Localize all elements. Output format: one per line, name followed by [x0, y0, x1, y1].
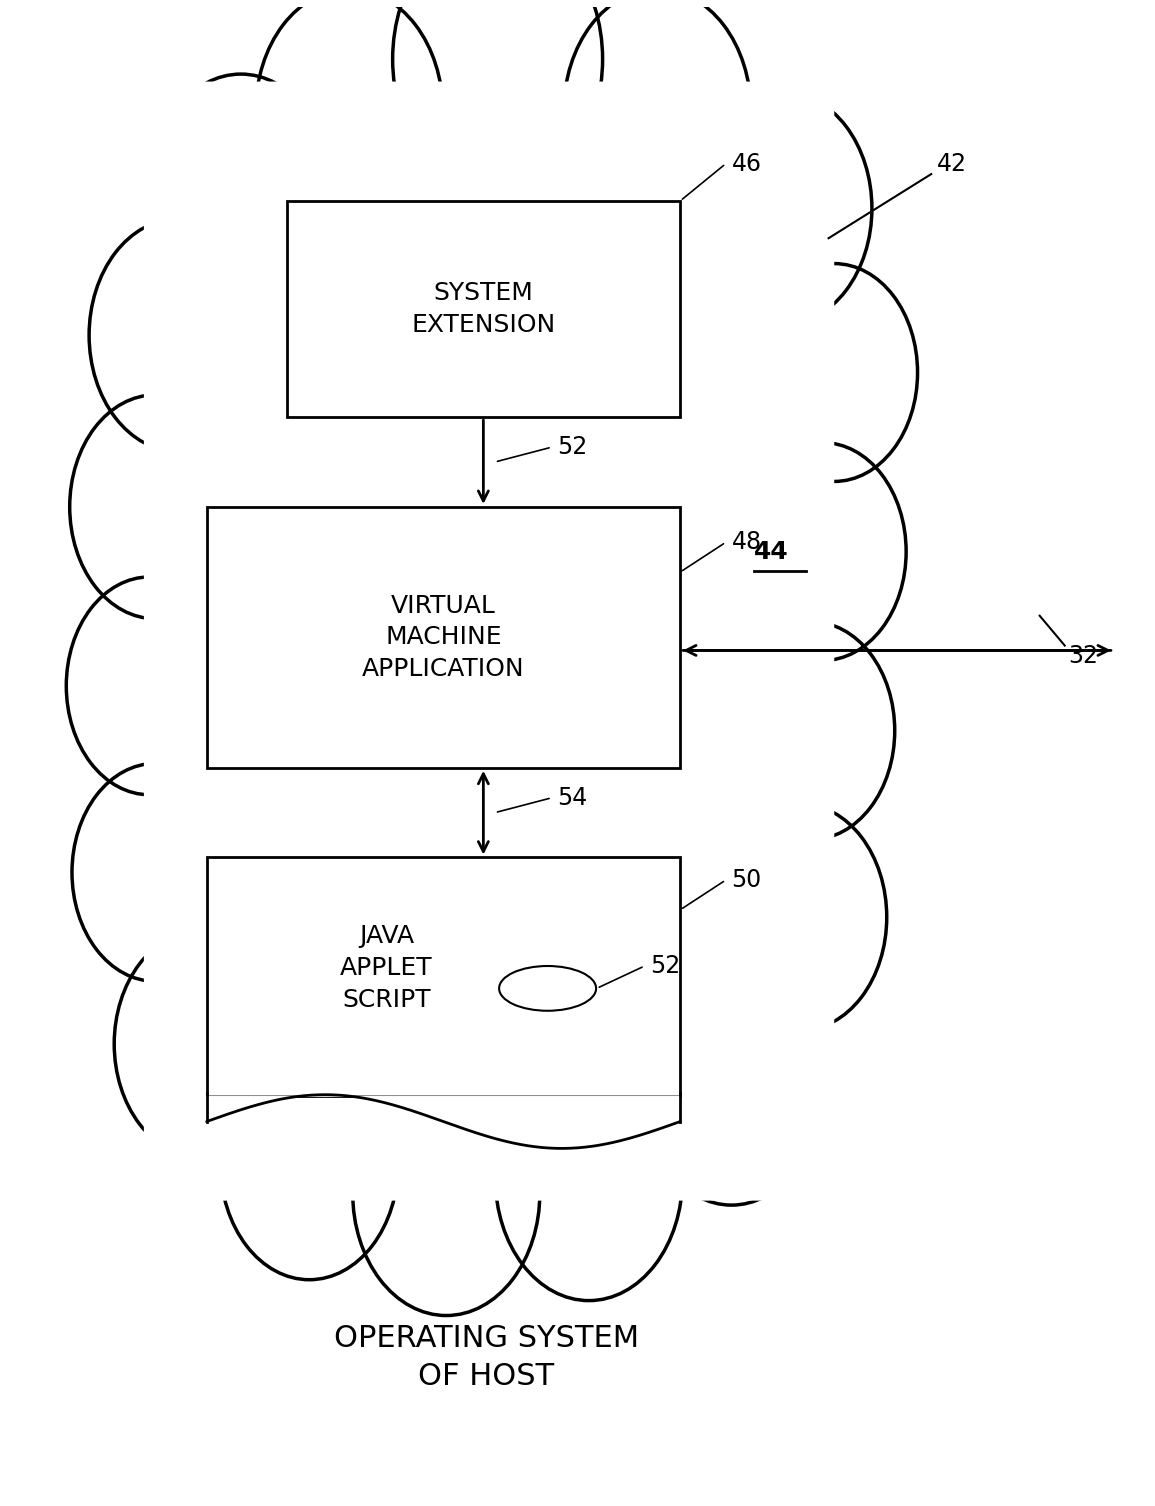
Bar — [207, 508, 680, 768]
Bar — [286, 200, 680, 417]
Circle shape — [751, 264, 917, 482]
Text: SYSTEM
EXTENSION: SYSTEM EXTENSION — [411, 282, 556, 337]
Text: 54: 54 — [558, 786, 588, 810]
Circle shape — [66, 577, 233, 795]
Circle shape — [69, 395, 241, 619]
Text: 44: 44 — [754, 539, 789, 563]
Circle shape — [728, 622, 895, 839]
Ellipse shape — [499, 965, 596, 1011]
Polygon shape — [207, 1095, 680, 1149]
Circle shape — [694, 92, 872, 325]
Circle shape — [739, 443, 907, 661]
Circle shape — [255, 0, 442, 233]
Text: 42: 42 — [937, 152, 967, 176]
Text: 52: 52 — [558, 435, 588, 459]
Circle shape — [564, 0, 751, 233]
Circle shape — [150, 74, 333, 313]
Circle shape — [352, 1071, 539, 1316]
Circle shape — [114, 931, 288, 1158]
Text: JAVA
APPLET
SCRIPT: JAVA APPLET SCRIPT — [341, 925, 433, 1012]
FancyBboxPatch shape — [144, 81, 834, 1200]
Circle shape — [89, 218, 267, 452]
Circle shape — [495, 1056, 683, 1301]
Text: 46: 46 — [731, 152, 761, 176]
Circle shape — [714, 804, 887, 1030]
Text: 48: 48 — [731, 530, 761, 554]
Circle shape — [72, 764, 239, 982]
Text: OPERATING SYSTEM
OF HOST: OPERATING SYSTEM OF HOST — [334, 1324, 639, 1392]
Circle shape — [221, 1047, 398, 1280]
Text: 32: 32 — [1068, 645, 1098, 669]
Bar — [207, 857, 680, 1096]
Text: 52: 52 — [650, 953, 680, 977]
Text: 50: 50 — [731, 867, 762, 892]
Circle shape — [393, 0, 603, 196]
Text: VIRTUAL
MACHINE
APPLICATION: VIRTUAL MACHINE APPLICATION — [363, 593, 524, 681]
Circle shape — [642, 973, 820, 1205]
